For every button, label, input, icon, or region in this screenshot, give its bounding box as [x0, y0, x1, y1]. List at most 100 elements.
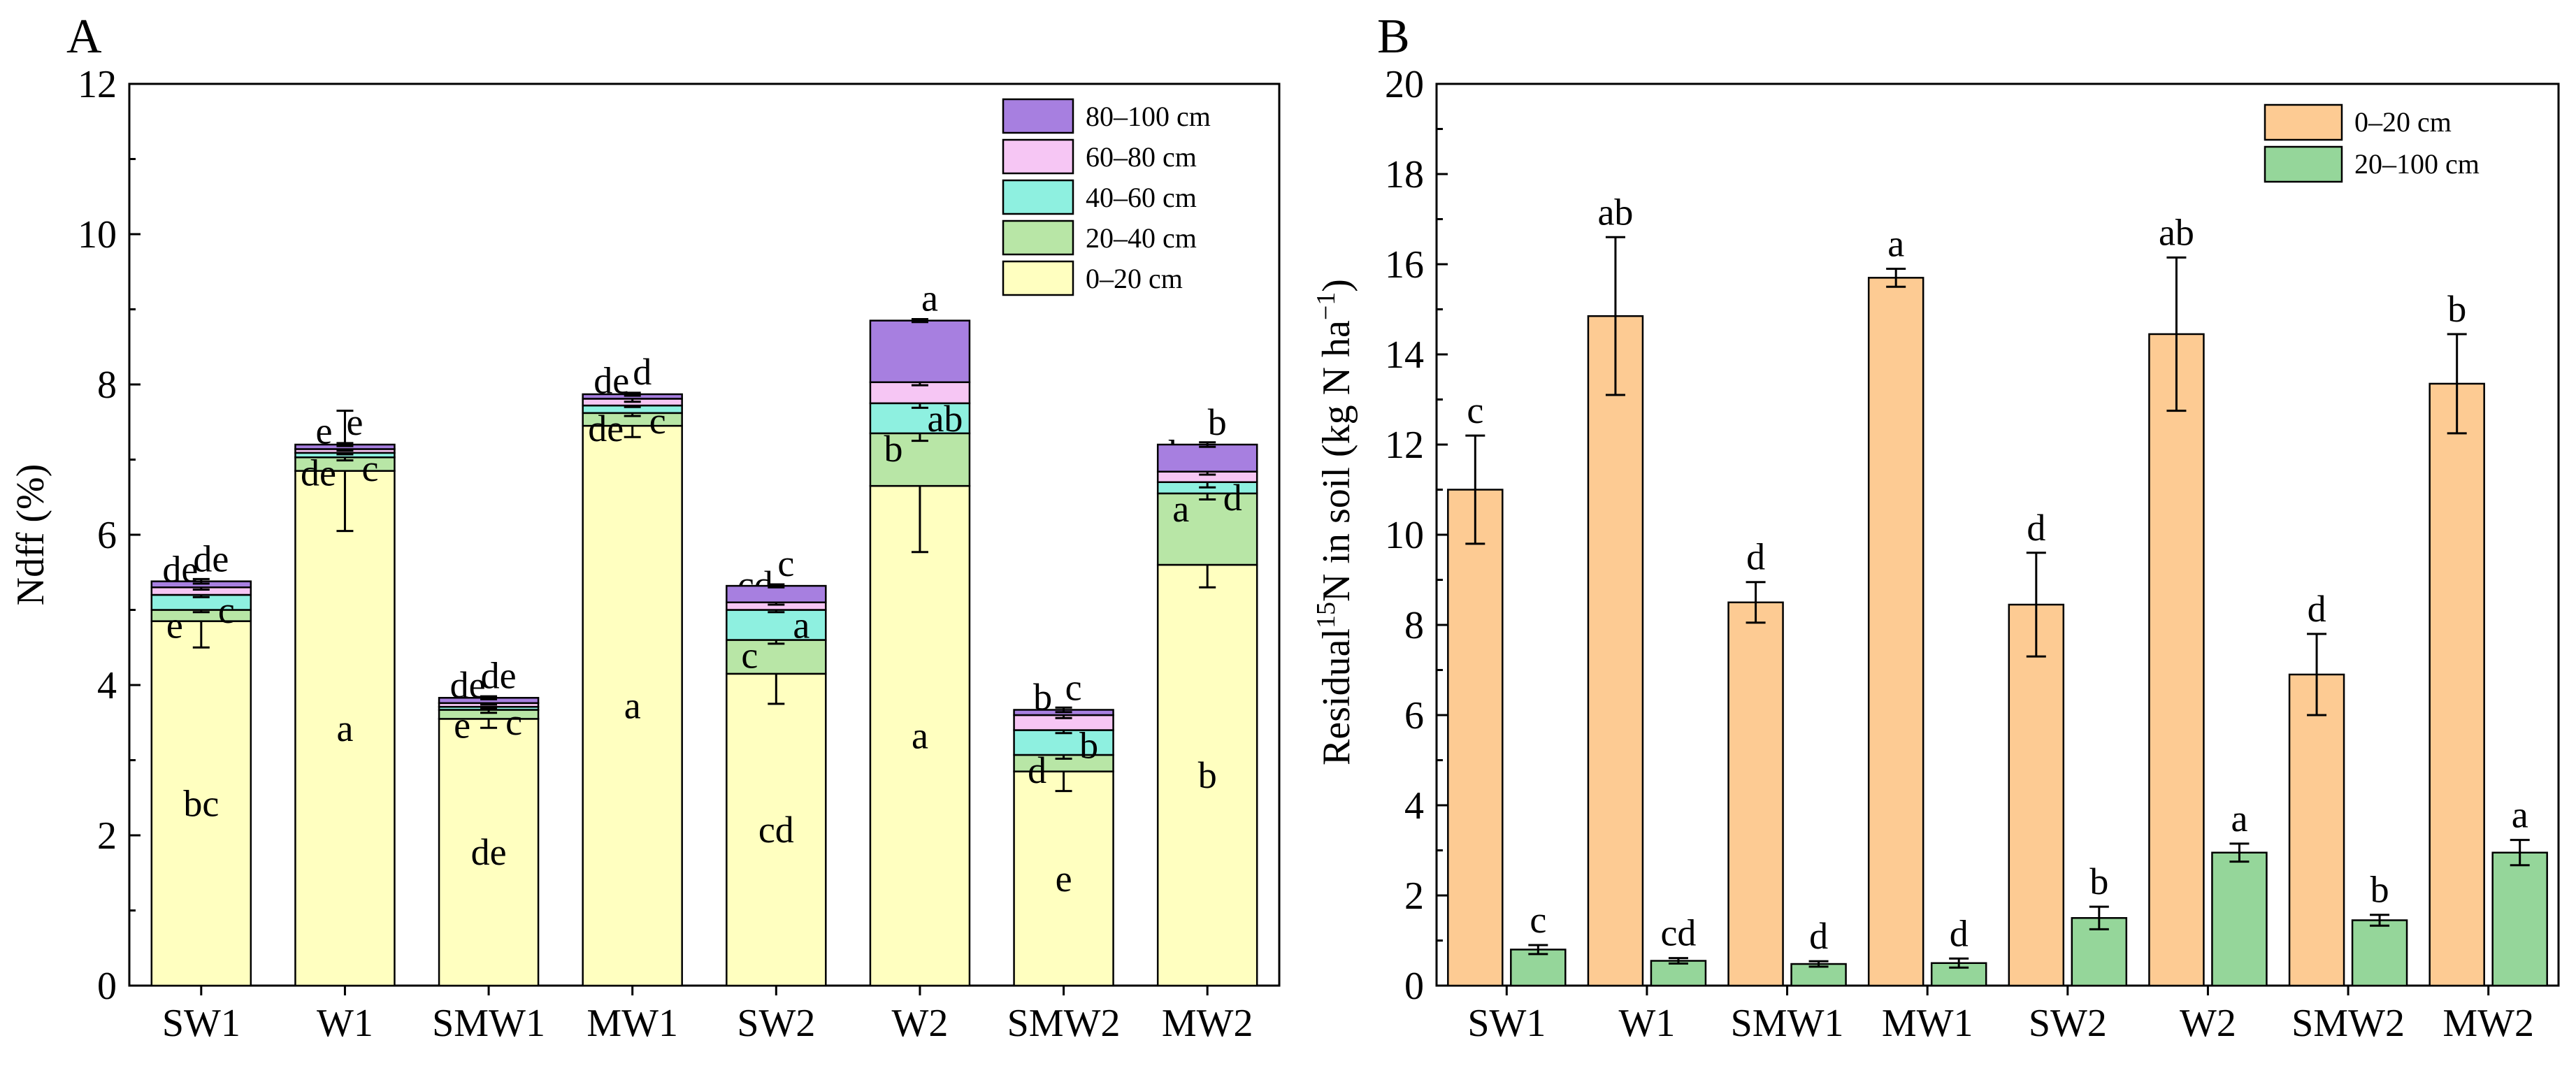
panel-b: 0 2 4 6 8 10 12 14 16 18 20 SW1 W1 SMW1 MW1 SW2 W2 SMW2 MW…	[1311, 10, 2560, 1045]
legend-label: 60–80 cm	[1086, 141, 1197, 173]
legend-swatch	[1002, 98, 1074, 134]
y-tick-label: 16	[1385, 243, 1424, 287]
significance-letter: c	[505, 701, 522, 743]
significance-letter: ab	[2159, 211, 2194, 253]
significance-letter: d	[2027, 507, 2045, 549]
significance-letter: d	[1028, 749, 1046, 791]
bar-segment	[1156, 492, 1258, 566]
y-axis-title-superscript: 15	[1311, 602, 1341, 628]
y-tick-label: 12	[78, 63, 117, 106]
bar-segment	[726, 672, 827, 987]
significance-letter: b	[1198, 754, 1217, 796]
x-tick-label: W2	[892, 1002, 949, 1045]
legend-swatch	[1002, 219, 1074, 256]
bar-segment	[726, 609, 827, 641]
bar-segment	[1156, 443, 1258, 473]
x-tick-label: W1	[317, 1002, 373, 1045]
y-tick-label: 18	[1385, 153, 1424, 196]
significance-letter: ab	[927, 398, 963, 440]
significance-letter: c	[777, 542, 794, 584]
y-tick-label: 8	[97, 363, 117, 407]
legend-swatch	[2264, 103, 2343, 141]
y-axis-title-part: Residual	[1315, 628, 1358, 765]
x-tick-label: SW2	[737, 1002, 815, 1045]
significance-letter: e	[346, 401, 363, 443]
significance-letter: e	[166, 605, 183, 647]
bar-segment	[582, 424, 683, 987]
bar	[1930, 962, 1987, 987]
significance-letter: b	[1079, 725, 1098, 767]
bar	[1867, 277, 1924, 987]
significance-letter: de	[471, 831, 507, 873]
significance-letter: d	[1950, 912, 1969, 954]
x-tick-label: MW1	[587, 1002, 678, 1045]
y-axis-title-part: N in soil (kg N ha	[1315, 320, 1358, 602]
bar	[1727, 601, 1784, 987]
y-tick-label: 10	[1385, 514, 1424, 557]
legend-label: 20–100 cm	[2354, 148, 2480, 180]
bar	[1650, 960, 1707, 987]
significance-letter: b	[2447, 288, 2466, 330]
significance-letter: ab	[1597, 191, 1633, 233]
y-tick-label: 6	[1404, 694, 1424, 737]
y-axis-title: Residual15N in soil (kg N ha−1)	[1311, 279, 1358, 765]
y-tick-label: 14	[1385, 333, 1424, 377]
bar	[1447, 489, 1504, 987]
significance-letter: de	[301, 452, 336, 494]
significance-letter: b	[2370, 869, 2389, 911]
x-tick-label: SW1	[1467, 1002, 1546, 1045]
y-tick-label: 4	[1404, 784, 1424, 828]
legend-label: 0–20 cm	[1086, 263, 1183, 294]
bar	[2429, 382, 2485, 987]
bar	[2288, 673, 2345, 987]
x-tick-label: SW2	[2029, 1002, 2107, 1045]
significance-letter: a	[1887, 222, 1904, 264]
significance-letter: bc	[183, 782, 219, 824]
y-tick-label: 2	[97, 814, 117, 858]
significance-letter: de	[588, 408, 624, 449]
significance-letter: a	[793, 605, 810, 647]
significance-letter: c	[741, 635, 758, 677]
panel-a: 0 2 4 6 8 10 12 SW1 W1 SMW1 MW1 SW2 W2 SMW2 MW2 A Ndff (…	[9, 10, 1281, 1045]
bar-segment	[1013, 729, 1114, 756]
y-tick-label: 6	[97, 514, 117, 557]
y-tick-label: 4	[97, 664, 117, 707]
y-axis-title-part: )	[1315, 279, 1358, 292]
legend-swatch	[1002, 179, 1074, 215]
significance-letter: d	[633, 351, 652, 393]
significance-letter: d	[1223, 477, 1242, 519]
legend-swatch	[2264, 145, 2343, 183]
x-tick-label: SMW2	[2291, 1002, 2405, 1045]
bar	[1587, 315, 1644, 987]
bar	[2491, 851, 2548, 987]
legend-label: 80–100 cm	[1086, 101, 1211, 132]
bar	[2351, 919, 2408, 987]
y-tick-label: 10	[78, 213, 117, 257]
significance-letter: a	[336, 707, 353, 749]
x-tick-label: W1	[1619, 1002, 1676, 1045]
significance-letter: b	[2089, 860, 2108, 902]
legend-swatch	[1002, 260, 1074, 296]
y-axis-title-superscript: −1	[1311, 292, 1341, 320]
significance-letter: a	[2231, 798, 2247, 840]
significance-letter: de	[193, 538, 229, 580]
x-tick-label: W2	[2180, 1002, 2236, 1045]
y-tick-label: 2	[1404, 874, 1424, 918]
significance-letter: c	[1065, 666, 1082, 708]
significance-letter: c	[1530, 899, 1546, 941]
x-tick-label: MW1	[1882, 1002, 1973, 1045]
bar-segment	[869, 319, 971, 384]
x-tick-label: MW2	[1162, 1002, 1253, 1045]
y-tick-label: 12	[1385, 424, 1424, 467]
significance-letter: b	[884, 428, 902, 470]
significance-letter: d	[1809, 915, 1828, 957]
significance-letter: a	[921, 278, 938, 319]
significance-letter: c	[361, 447, 378, 489]
legend-label: 40–60 cm	[1086, 182, 1197, 213]
bar-segment	[869, 432, 971, 487]
x-tick-label: SW1	[162, 1002, 240, 1045]
panel-label: A	[66, 10, 102, 64]
bar	[2148, 333, 2205, 987]
legend-label: 20–40 cm	[1086, 222, 1197, 254]
